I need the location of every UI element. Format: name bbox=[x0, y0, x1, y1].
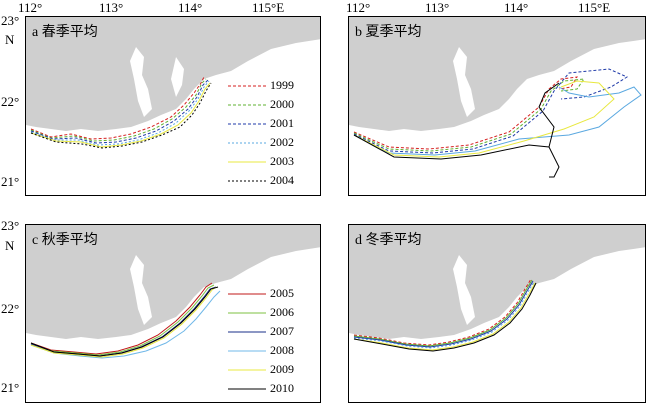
legend-c: 2005 2006 2007 2008 2009 2010 bbox=[228, 287, 318, 401]
y-tick-23-lower: 23° bbox=[1, 218, 20, 233]
land-mass bbox=[349, 225, 645, 339]
panel-d-winter: d 冬季平均 bbox=[348, 224, 646, 403]
panel-b-title: b 夏季平均 bbox=[355, 25, 422, 40]
panel-c-map bbox=[26, 225, 320, 359]
x-tick-112: 112° bbox=[18, 0, 43, 15]
legend-c-item: 2005 bbox=[228, 286, 294, 300]
land-mass bbox=[26, 225, 320, 339]
panel-c-title: c 秋季平均 bbox=[32, 233, 98, 248]
legend-a-item: 2002 bbox=[228, 135, 294, 149]
panel-b-map bbox=[349, 17, 645, 178]
y-tick-n-lower: N bbox=[5, 238, 15, 253]
y-tick-21: 21° bbox=[1, 174, 20, 189]
panel-d-title: d 冬季平均 bbox=[355, 233, 422, 248]
y-tick-n: N bbox=[5, 32, 15, 47]
y-tick-23: 23° bbox=[1, 13, 20, 28]
legend-c-item: 2010 bbox=[228, 381, 294, 395]
legend-c-item: 2008 bbox=[228, 343, 294, 357]
legend-a-item: 2000 bbox=[228, 97, 294, 111]
y-tick-22-lower: 22° bbox=[1, 301, 20, 316]
legend-a-item: 1999 bbox=[228, 78, 294, 92]
legend-a-item: 2001 bbox=[228, 116, 294, 130]
legend-c-item: 2006 bbox=[228, 305, 294, 319]
y-tick-21-lower: 21° bbox=[1, 380, 20, 395]
panel-a-map bbox=[26, 17, 320, 149]
panel-d-map bbox=[349, 225, 645, 352]
x-tick-113-b: 113° bbox=[425, 0, 450, 15]
x-tick-115e-b: 115°E bbox=[578, 0, 611, 15]
y-tick-22: 22° bbox=[1, 94, 20, 109]
legend-a-item: 2003 bbox=[228, 154, 294, 168]
legend-c-item: 2009 bbox=[228, 362, 294, 376]
x-tick-112-b: 112° bbox=[346, 0, 371, 15]
panel-a-title: a 春季平均 bbox=[32, 25, 98, 40]
x-tick-114-b: 114° bbox=[504, 0, 529, 15]
x-tick-114: 114° bbox=[178, 0, 203, 15]
legend-a-item: 2004 bbox=[228, 173, 294, 187]
panel-b-summer: b 夏季平均 bbox=[348, 16, 646, 196]
legend-a: 1999 2000 2001 2002 2003 2004 bbox=[228, 79, 318, 193]
x-tick-113: 113° bbox=[99, 0, 124, 15]
land-mass bbox=[349, 17, 645, 131]
x-tick-115e: 115°E bbox=[252, 0, 285, 15]
panel-c-autumn: c 秋季平均 2005 2006 2007 2008 2009 2010 bbox=[25, 224, 321, 403]
panel-a-spring: a 春季平均 1999 2000 2001 2002 2003 2004 bbox=[25, 16, 321, 196]
legend-c-item: 2007 bbox=[228, 324, 294, 338]
